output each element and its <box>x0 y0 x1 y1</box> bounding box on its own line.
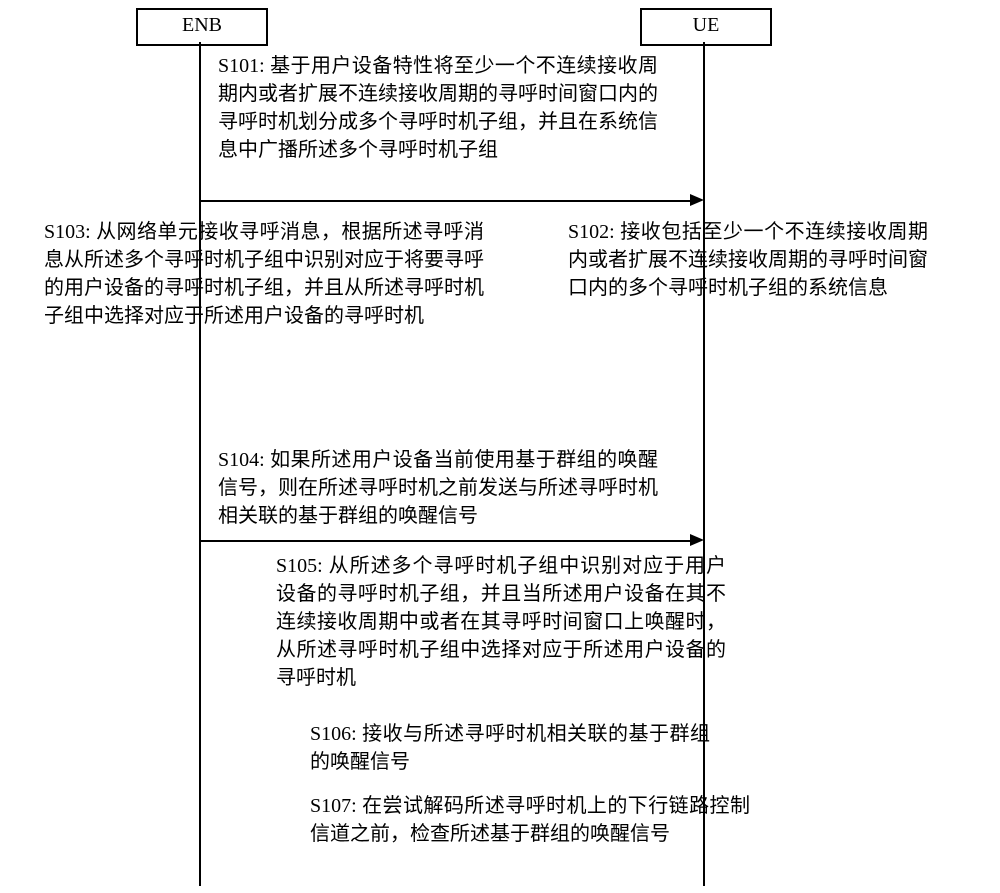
lifeline-enb <box>199 42 201 886</box>
arrow-s104-line <box>200 540 690 542</box>
actor-ue-label: UE <box>693 14 720 36</box>
message-s106: S106: 接收与所述寻呼时机相关联的基于群组的唤醒信号 <box>310 720 710 776</box>
actor-enb-label: ENB <box>182 14 222 36</box>
arrow-s101-line <box>200 200 690 202</box>
actor-ue: UE <box>640 8 772 46</box>
message-s103: S103: 从网络单元接收寻呼消息，根据所述寻呼消息从所述多个寻呼时机子组中识别… <box>44 218 484 330</box>
message-s105: S105: 从所述多个寻呼时机子组中识别对应于用户设备的寻呼时机子组，并且当所述… <box>276 552 726 692</box>
actor-enb: ENB <box>136 8 268 46</box>
message-s104: S104: 如果所述用户设备当前使用基于群组的唤醒信号，则在所述寻呼时机之前发送… <box>218 446 658 530</box>
message-s101: S101: 基于用户设备特性将至少一个不连续接收周期内或者扩展不连续接收周期的寻… <box>218 52 658 164</box>
message-s102: S102: 接收包括至少一个不连续接收周期内或者扩展不连续接收周期的寻呼时间窗口… <box>568 218 928 302</box>
arrow-s101-head-icon <box>690 194 704 206</box>
arrow-s104-head-icon <box>690 534 704 546</box>
message-s107: S107: 在尝试解码所述寻呼时机上的下行链路控制信道之前，检查所述基于群组的唤… <box>310 792 750 848</box>
